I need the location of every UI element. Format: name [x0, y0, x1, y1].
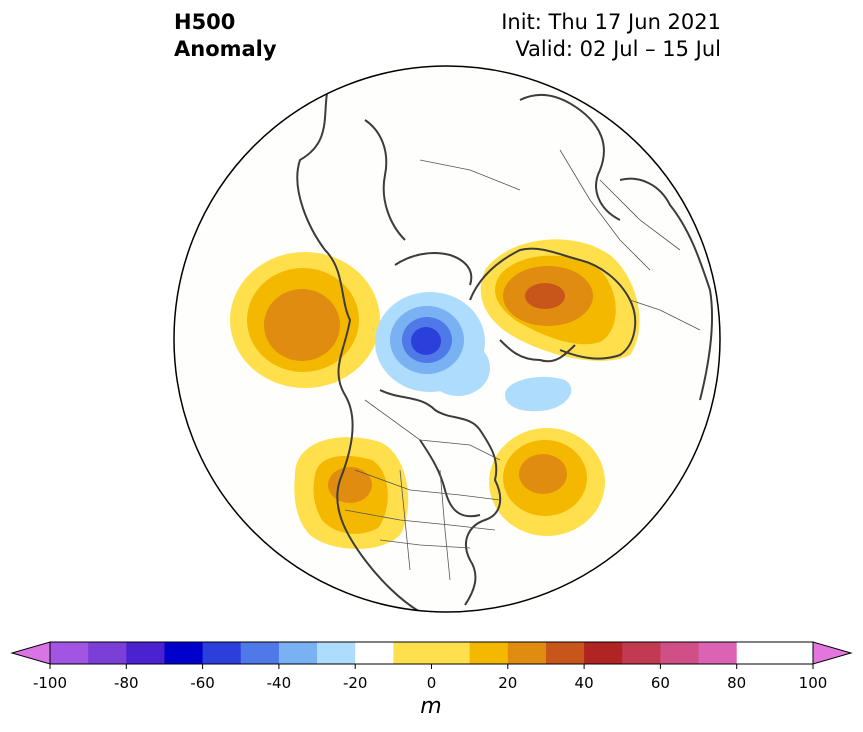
colorbar-tick-label: -100 — [32, 674, 68, 692]
colorbar-bin — [88, 642, 127, 664]
colorbar-units: m — [420, 694, 442, 719]
colorbar — [10, 641, 853, 669]
colorbar-bin — [774, 642, 814, 664]
colorbar-bin — [50, 642, 89, 664]
colorbar-bin — [507, 642, 547, 664]
anomaly-north-pacific — [230, 252, 380, 388]
colorbar-tick-label: -60 — [190, 674, 215, 692]
map-boundary — [173, 65, 721, 613]
colorbar-tick-label: -20 — [342, 674, 368, 692]
anomaly-north-atlantic — [505, 376, 572, 412]
colorbar-bin — [240, 642, 280, 664]
colorbar-bin — [317, 642, 356, 664]
colorbar-bin — [736, 642, 776, 664]
colorbar-bin — [126, 642, 165, 664]
colorbar-tick-label: 20 — [498, 674, 518, 692]
colorbar-tick-label: 60 — [650, 674, 670, 692]
colorbar-tick-label: 80 — [727, 674, 747, 692]
valid-range: Valid: 02 Jul – 15 Jul — [515, 37, 721, 61]
polar-map — [173, 65, 721, 613]
init-date: Init: Thu 17 Jun 2021 — [501, 10, 721, 34]
colorbar-bin — [622, 642, 661, 664]
coastlines — [296, 79, 713, 612]
anomaly-western-na — [294, 437, 409, 549]
colorbar-segments — [10, 641, 853, 665]
anomaly-europe — [480, 239, 640, 361]
colorbar-tick-label: 40 — [574, 674, 594, 692]
colorbar-extend-high — [812, 641, 853, 665]
colorbar-bin — [393, 642, 471, 664]
colorbar-bin — [584, 642, 623, 664]
anomaly-arctic — [375, 292, 490, 396]
colorbar-bin — [698, 642, 738, 664]
colorbar-tick-label: 100 — [798, 674, 828, 692]
colorbar-bin — [202, 642, 242, 664]
colorbar-tick-label: -80 — [114, 674, 139, 692]
title-anomaly: Anomaly — [174, 37, 277, 61]
title-variable: H500 — [174, 10, 236, 34]
borders — [344, 149, 701, 581]
colorbar-extend-low — [10, 641, 51, 665]
colorbar-bin — [355, 642, 394, 664]
colorbar-tick-label: -40 — [266, 674, 292, 692]
anomaly-nw-atlantic — [489, 428, 605, 536]
anomaly-layer — [230, 79, 713, 612]
colorbar-bin — [469, 642, 509, 664]
colorbar-bin — [164, 642, 204, 664]
colorbar-tick-label: 0 — [426, 674, 437, 692]
title-right: Init: Thu 17 Jun 2021 Valid: 02 Jul – 15… — [501, 9, 721, 63]
colorbar-bin — [660, 642, 700, 664]
colorbar-bin — [278, 642, 318, 664]
title-left: H500 Anomaly — [174, 9, 277, 63]
colorbar-ticks — [49, 664, 814, 669]
colorbar-bin — [545, 642, 585, 664]
